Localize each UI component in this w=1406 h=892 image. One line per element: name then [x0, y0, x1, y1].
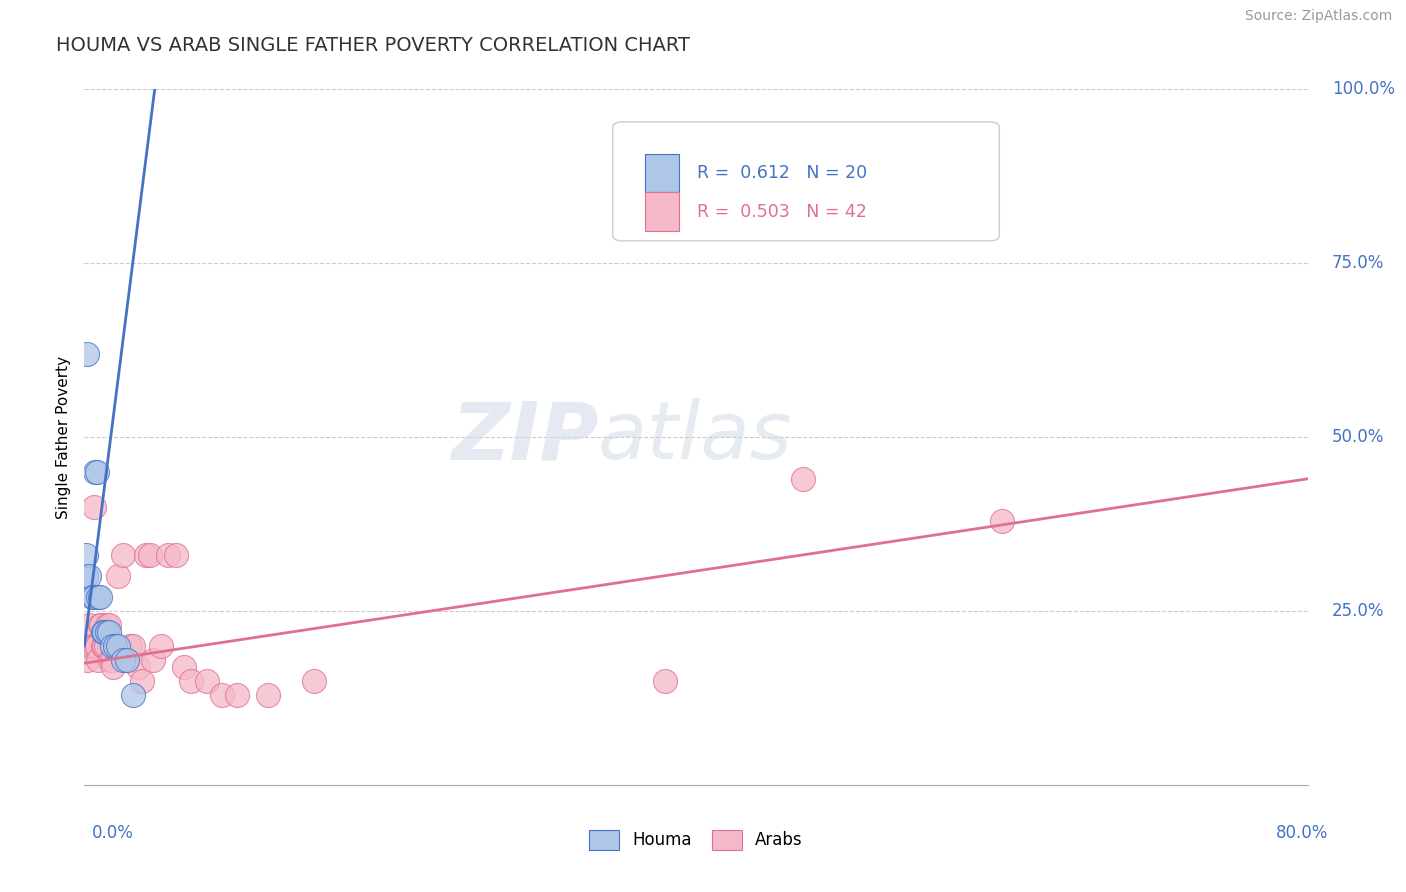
- Point: [122, 639, 145, 653]
- Point: [75, 549, 97, 563]
- Point: [77, 618, 100, 632]
- Point: [131, 673, 153, 688]
- Point: [115, 653, 138, 667]
- Point: [165, 549, 187, 563]
- Point: [87, 590, 110, 604]
- Point: [104, 639, 127, 653]
- Point: [75, 569, 97, 583]
- Text: 100.0%: 100.0%: [1331, 80, 1395, 98]
- Point: [149, 639, 172, 653]
- Point: [173, 659, 195, 673]
- Text: 25.0%: 25.0%: [1331, 602, 1385, 620]
- Point: [80, 590, 103, 604]
- Point: [90, 618, 112, 632]
- Point: [86, 639, 108, 653]
- Point: [122, 688, 145, 702]
- Point: [654, 673, 676, 688]
- Text: ZIP: ZIP: [451, 398, 598, 476]
- Text: R =  0.612   N = 20: R = 0.612 N = 20: [697, 164, 868, 182]
- Point: [75, 639, 97, 653]
- Text: Source: ZipAtlas.com: Source: ZipAtlas.com: [1244, 9, 1392, 23]
- Point: [89, 590, 111, 604]
- Point: [111, 549, 134, 563]
- Point: [96, 618, 118, 632]
- Text: R =  0.503   N = 42: R = 0.503 N = 42: [697, 202, 868, 220]
- Text: HOUMA VS ARAB SINGLE FATHER POVERTY CORRELATION CHART: HOUMA VS ARAB SINGLE FATHER POVERTY CORR…: [56, 36, 690, 54]
- Point: [101, 639, 124, 653]
- Point: [93, 624, 115, 639]
- Point: [142, 653, 165, 667]
- Point: [91, 639, 114, 653]
- Point: [101, 653, 124, 667]
- Point: [226, 688, 249, 702]
- Point: [103, 659, 125, 673]
- Point: [107, 569, 129, 583]
- Point: [86, 465, 108, 479]
- FancyBboxPatch shape: [644, 193, 679, 231]
- Point: [91, 624, 114, 639]
- Point: [120, 639, 142, 653]
- Point: [83, 500, 105, 514]
- Point: [83, 590, 105, 604]
- Point: [115, 653, 138, 667]
- Point: [104, 639, 127, 653]
- Point: [96, 624, 118, 639]
- Point: [991, 514, 1014, 528]
- Point: [157, 549, 180, 563]
- Point: [94, 639, 117, 653]
- Point: [76, 346, 98, 360]
- Point: [139, 549, 162, 563]
- Point: [107, 639, 129, 653]
- Y-axis label: Single Father Poverty: Single Father Poverty: [56, 356, 72, 518]
- FancyBboxPatch shape: [613, 122, 1000, 241]
- Point: [792, 472, 814, 486]
- Point: [302, 673, 325, 688]
- Point: [127, 659, 149, 673]
- Point: [93, 639, 115, 653]
- Text: 75.0%: 75.0%: [1331, 254, 1385, 272]
- Point: [89, 618, 111, 632]
- Point: [180, 673, 202, 688]
- Point: [80, 639, 103, 653]
- Point: [257, 688, 280, 702]
- FancyBboxPatch shape: [644, 153, 679, 192]
- Point: [76, 653, 98, 667]
- Legend: Houma, Arabs: Houma, Arabs: [582, 823, 810, 856]
- Point: [87, 653, 110, 667]
- Point: [211, 688, 233, 702]
- Point: [97, 624, 120, 639]
- Point: [98, 653, 121, 667]
- Point: [97, 618, 120, 632]
- Point: [77, 569, 100, 583]
- Point: [195, 673, 218, 688]
- Text: atlas: atlas: [598, 398, 793, 476]
- Point: [135, 549, 157, 563]
- Point: [111, 653, 134, 667]
- Point: [84, 639, 107, 653]
- Text: 80.0%: 80.0%: [1277, 824, 1329, 842]
- Point: [84, 465, 107, 479]
- Text: 0.0%: 0.0%: [91, 824, 134, 842]
- Text: 50.0%: 50.0%: [1331, 428, 1385, 446]
